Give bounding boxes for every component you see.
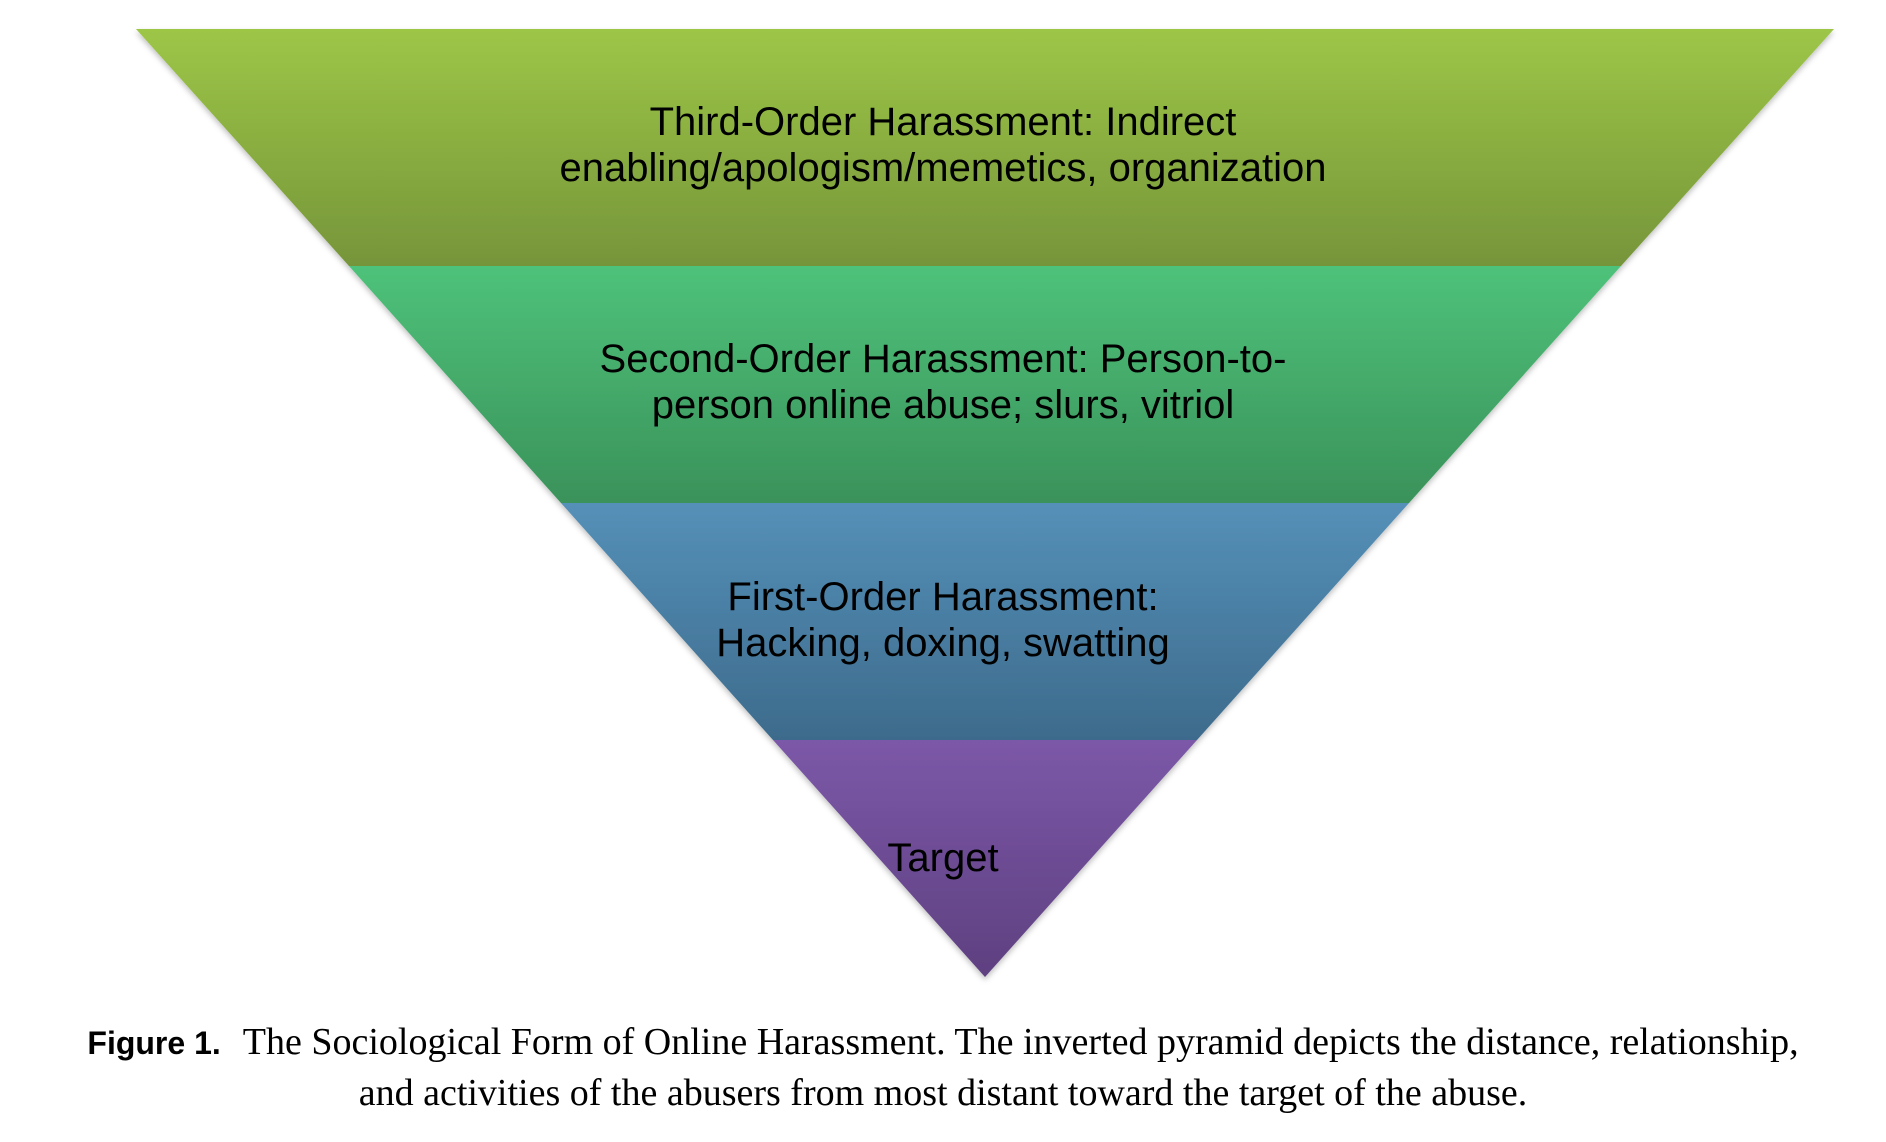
second-order-label: Second-Order Harassment: Person-to- pers… [0,336,1886,428]
inverted-pyramid-diagram [136,29,1834,977]
target-label: Target [0,835,1886,881]
third-order-line-1: Third-Order Harassment: Indirect [649,100,1237,144]
second-order-line-1: Second-Order Harassment: Person-to- [599,337,1287,381]
third-order-label: Third-Order Harassment: Indirect enablin… [0,99,1886,191]
figure-caption-text: The Sociological Form of Online Harassme… [242,1021,1799,1114]
layer-third-order [136,29,1834,266]
first-order-line-1: First-Order Harassment: [727,575,1159,619]
first-order-line-2: Hacking, doxing, swatting [716,621,1170,665]
third-order-line-2: enabling/apologism/memetics, organizatio… [559,146,1327,190]
first-order-label: First-Order Harassment: Hacking, doxing,… [0,574,1886,666]
second-order-line-2: person online abuse; slurs, vitriol [651,383,1235,427]
figure-caption: Figure 1. The Sociological Form of Online… [60,1017,1826,1118]
layer-first-order [561,503,1409,740]
target-text: Target [887,836,999,880]
figure-number: Figure 1. [87,1025,221,1061]
layer-second-order [349,266,1621,503]
layer-target [773,740,1197,977]
